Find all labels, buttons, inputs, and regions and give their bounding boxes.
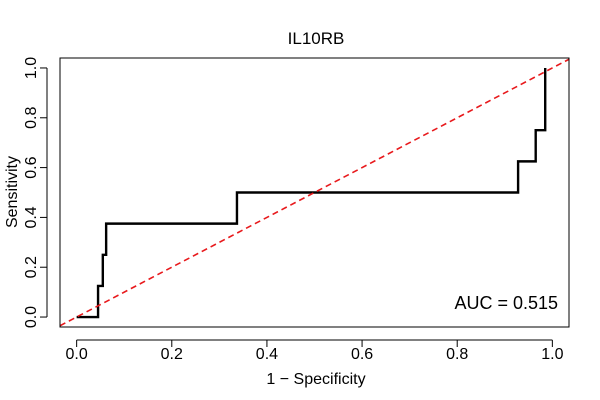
reference-diagonal-line [59, 58, 570, 327]
x-tick-label: 0.8 [446, 346, 468, 363]
y-tick-label: 1.0 [23, 57, 40, 79]
auc-annotation: AUC = 0.515 [454, 293, 558, 313]
x-tick-label: 0.2 [161, 346, 183, 363]
chart-title: IL10RB [288, 29, 345, 48]
y-tick-label: 0.2 [23, 256, 40, 278]
x-tick-label: 0.6 [351, 346, 373, 363]
x-axis-title: 1 − Specificity [266, 371, 365, 388]
plot-layer [59, 58, 570, 327]
axis-layer: 0.0 0.2 0.4 0.6 0.8 1.0 0.0 0.2 0.4 0.6 0.8 1.0 [23, 57, 570, 363]
y-axis-title: Sensitivity [4, 156, 21, 228]
x-tick-label: 0.0 [66, 346, 88, 363]
y-tick-label: 0.0 [23, 306, 40, 328]
x-tick-label: 0.4 [256, 346, 278, 363]
y-tick-label: 0.4 [23, 206, 40, 228]
y-tick-label: 0.8 [23, 107, 40, 129]
plot-frame [59, 57, 570, 328]
y-tick-label: 0.6 [23, 156, 40, 178]
roc-curve-line [76, 67, 547, 319]
x-tick-label: 1.0 [541, 346, 563, 363]
